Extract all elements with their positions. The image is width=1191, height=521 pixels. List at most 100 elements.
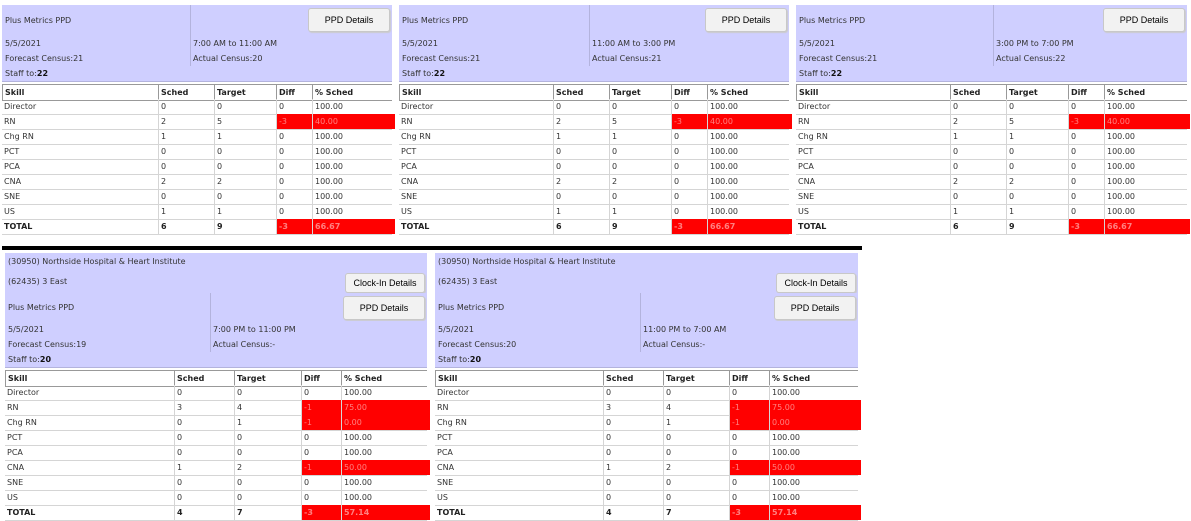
shift-date: 5/5/2021 — [5, 38, 41, 48]
pct-sched-cell: 0.00 — [769, 415, 861, 430]
table-header-row: Skill Sched Target Diff% Sched — [399, 84, 789, 101]
sched-cell: 1 — [174, 460, 237, 475]
skill-cell: RN — [401, 117, 413, 126]
sched-cell: 0 — [174, 475, 237, 490]
actual-census-value: - — [702, 340, 706, 349]
diff-cell: 0 — [671, 144, 710, 159]
skill-cell: TOTAL — [4, 222, 33, 231]
pct-sched-cell: 100.00 — [707, 204, 792, 219]
target-cell: 1 — [609, 129, 674, 144]
diff-cell: 0 — [1068, 174, 1107, 189]
pct-sched-cell: 100.00 — [707, 189, 792, 204]
column-header-pct-sched: % Sched — [707, 85, 792, 100]
pct-sched-cell: 100.00 — [1104, 144, 1190, 159]
pct-sched-cell: 100.00 — [769, 430, 861, 445]
table-row: SNE 0 0 0 100.00 — [399, 189, 789, 205]
pct-sched-cell: 100.00 — [312, 204, 395, 219]
sched-cell: 4 — [603, 505, 666, 520]
table-row: Chg RN 0 1 -1 0.00 — [435, 415, 861, 431]
table-row: CNA 2 2 0 100.00 — [399, 174, 789, 190]
diff-cell: -1 — [729, 460, 772, 475]
target-cell: 0 — [609, 99, 674, 114]
diff-cell: -3 — [301, 505, 344, 520]
forecast-census-value: 21 — [867, 54, 878, 63]
table-row: PCT 0 0 0 100.00 — [435, 430, 858, 446]
table-row: PCA 0 0 0 100.00 — [2, 159, 392, 175]
skill-cell: TOTAL — [437, 508, 466, 517]
table-row: Director 0 0 0 100.00 — [435, 385, 858, 401]
pct-sched-cell: 100.00 — [707, 99, 792, 114]
table-header-row: Skill Sched Target Diff% Sched — [796, 84, 1187, 101]
forecast-census-label: Forecast Census: — [8, 340, 77, 349]
column-header-sched: Sched — [603, 371, 666, 386]
target-cell: 0 — [1006, 159, 1071, 174]
clock-in-details-button[interactable]: Clock-In Details — [345, 273, 425, 293]
actual-census-value: 22 — [1055, 54, 1066, 63]
sched-cell: 3 — [603, 400, 666, 415]
diff-cell: 0 — [1068, 204, 1107, 219]
forecast-census: Forecast Census: 20 — [435, 337, 643, 352]
table-row: PCT 0 0 0 100.00 — [5, 430, 427, 446]
ppd-details-button[interactable]: PPD Details — [1103, 8, 1185, 32]
skill-cell: CNA — [401, 177, 419, 186]
header-row: Forecast Census: 20 Actual Census: - — [435, 337, 858, 353]
unit-name: (62435) 3 East — [8, 277, 68, 286]
skill-cell: PCT — [437, 433, 453, 442]
diff-cell: -1 — [301, 460, 344, 475]
sched-cell: 1 — [158, 204, 217, 219]
column-header-target: Target — [214, 85, 279, 100]
skill-cell: CNA — [798, 177, 816, 186]
header-row: Forecast Census: 21 Actual Census: 21 — [399, 51, 789, 67]
actual-census: Actual Census: 22 — [993, 51, 1065, 66]
sched-cell: 0 — [174, 445, 237, 460]
skill-cell: Director — [7, 388, 40, 397]
column-header-sched: Sched — [158, 85, 217, 100]
staff-to-label: Staff to: — [402, 69, 434, 78]
table-row: PCA 0 0 0 100.00 — [435, 445, 858, 461]
diff-cell: 0 — [276, 174, 315, 189]
forecast-census: Forecast Census: 19 — [5, 337, 213, 352]
diff-cell: 0 — [276, 144, 315, 159]
header-divider — [190, 5, 191, 35]
target-cell: 0 — [214, 189, 279, 204]
sched-cell: 4 — [174, 505, 237, 520]
ppd-details-button[interactable]: PPD Details — [705, 8, 787, 32]
pct-sched-cell: 100.00 — [1104, 204, 1190, 219]
header-row: (30950) Northside Hospital & Heart Insti… — [5, 253, 427, 271]
ppd-details-button[interactable]: PPD Details — [308, 8, 390, 32]
actual-census-label: Actual Census: — [996, 54, 1056, 63]
pct-sched-cell: 100.00 — [341, 445, 430, 460]
ppd-details-button[interactable]: PPD Details — [774, 296, 856, 320]
total-row: TOTAL 6 9 -3 66.67 — [399, 219, 792, 235]
skill-cell: PCT — [798, 147, 814, 156]
target-cell: 7 — [234, 505, 304, 520]
diff-cell: 0 — [1068, 129, 1107, 144]
staff-to-label: Staff to: — [438, 355, 470, 364]
table-header-row: Skill Sched Target Diff% Sched — [2, 84, 392, 101]
table-row: PCT 0 0 0 100.00 — [399, 144, 789, 160]
shift-date: 5/5/2021 — [438, 324, 474, 334]
header-divider — [993, 5, 994, 35]
header-row: (30950) Northside Hospital & Heart Insti… — [435, 253, 858, 271]
column-header-target: Target — [663, 371, 732, 386]
skill-cell: SNE — [4, 192, 21, 201]
sched-cell: 0 — [158, 99, 217, 114]
clock-in-details-button[interactable]: Clock-In Details — [776, 273, 856, 293]
staffing-panel: Plus Metrics PPD PPD Details 5/5/2021 11:00… — [399, 5, 792, 235]
target-cell: 0 — [1006, 99, 1071, 114]
header-divider — [210, 337, 211, 352]
target-cell: 9 — [214, 219, 279, 234]
staff-to: Staff to: 22 — [399, 66, 592, 81]
sched-cell: 2 — [950, 114, 1009, 129]
header-row: Forecast Census: 21 Actual Census: 20 — [2, 51, 392, 67]
pct-sched-cell: 100.00 — [1104, 129, 1190, 144]
pct-sched-cell: 57.14 — [769, 505, 861, 520]
staff-to-value: 22 — [433, 69, 446, 78]
column-header-skill: Skill — [399, 85, 556, 100]
ppd-details-button[interactable]: PPD Details — [343, 296, 425, 320]
sched-cell: 0 — [174, 490, 237, 505]
table-row: PCT 0 0 0 100.00 — [2, 144, 392, 160]
skill-cell: SNE — [401, 192, 418, 201]
forecast-census: Forecast Census: 21 — [796, 51, 996, 66]
sched-cell: 0 — [603, 475, 666, 490]
